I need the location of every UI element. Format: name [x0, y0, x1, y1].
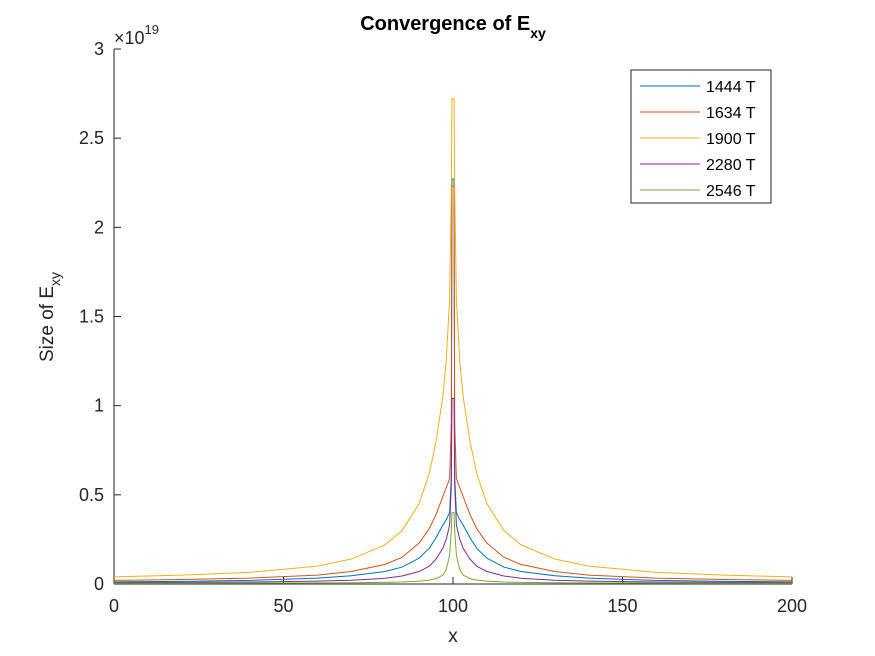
y-exponent-base: ×10: [114, 28, 145, 48]
y-tick-label: 0.5: [79, 485, 104, 505]
y-ticks: 0 0.5 1 1.5 2 2.5 3: [79, 39, 121, 594]
y-axis-label-subscript: xy: [47, 272, 63, 286]
chart-title-main: Convergence of E: [360, 13, 530, 35]
x-axis-label: x: [448, 626, 458, 647]
plot-lines: [113, 98, 793, 584]
y-tick-label: 2.5: [79, 128, 104, 148]
series-line-1444-t: [113, 178, 793, 583]
x-tick-label: 0: [109, 596, 119, 616]
legend-entry-label: 2280 T: [706, 157, 756, 174]
legend-entry-label: 1444 T: [706, 79, 756, 96]
chart-title: Convergence of Exy: [360, 13, 546, 41]
y-tick-label: 1: [94, 396, 104, 416]
x-tick-label: 150: [607, 596, 637, 616]
legend-entry-label: 1900 T: [706, 131, 756, 148]
series-line-1900-t: [113, 98, 793, 578]
series-line-1634-t: [113, 185, 793, 581]
x-tick-label: 100: [438, 596, 468, 616]
chart-title-subscript: xy: [530, 25, 546, 41]
legend-box: [630, 69, 772, 204]
y-tick-label: 1.5: [79, 307, 104, 327]
x-tick-label: 50: [273, 596, 293, 616]
legend-items: 1444 T 1634 T 1900 T 2280 T 2546 T: [640, 79, 756, 200]
x-tick-label: 200: [777, 596, 807, 616]
y-exponent-label: ×1019: [114, 22, 159, 48]
y-tick-label: 0: [94, 574, 104, 594]
legend-entry-label: 2546 T: [706, 183, 756, 200]
series-line-2546-t: [114, 512, 792, 584]
y-axis-label: Size of Exy: [37, 272, 63, 362]
x-ticks: 0 50 100 150 200: [109, 577, 807, 616]
y-tick-label: 3: [94, 39, 104, 59]
legend: 1444 T 1634 T 1900 T 2280 T 2546 T: [630, 69, 772, 204]
series-line-2280-t: [113, 398, 793, 584]
y-axis-label-main: Size of E: [37, 286, 58, 362]
y-exponent-power: 19: [145, 22, 159, 37]
legend-entry-label: 1634 T: [706, 105, 756, 122]
y-tick-label: 2: [94, 217, 104, 237]
